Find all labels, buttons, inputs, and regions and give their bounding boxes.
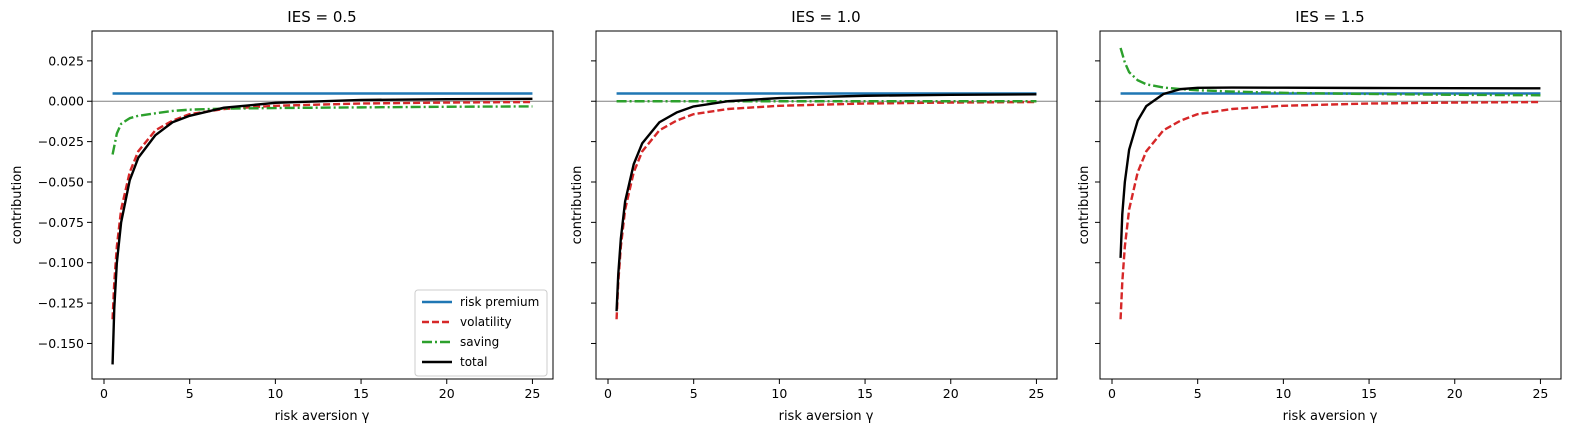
x-tick-label: 10 xyxy=(267,386,283,401)
series-line-total xyxy=(615,93,1037,312)
x-tick-label: 20 xyxy=(1447,386,1463,401)
y-tick-label: −0.075 xyxy=(38,215,84,230)
x-tick-label: 5 xyxy=(690,386,698,401)
y-tick-label: 0.025 xyxy=(48,53,84,68)
series-line-saving xyxy=(111,105,533,155)
x-tick-label: 15 xyxy=(353,386,369,401)
legend-label-saving: saving xyxy=(460,335,499,349)
x-tick-label: 25 xyxy=(1028,386,1044,401)
plot-area: 0 5 10 15 20 25 xyxy=(1095,30,1562,401)
x-tick-label: 5 xyxy=(1194,386,1202,401)
x-tick-label: 10 xyxy=(771,386,787,401)
plot-area: 0 5 10 15 20 25 −0.150 −0.125 −0.100 −0.075 −0.050… xyxy=(38,30,554,401)
panel-ies-1-5: IES = 1.5 risk aversion γ contribution xyxy=(1077,8,1378,424)
series-line-total xyxy=(1119,86,1541,258)
panel-title: IES = 0.5 xyxy=(287,8,356,26)
x-tick-label: 20 xyxy=(943,386,959,401)
legend-box xyxy=(414,289,548,377)
y-axis-label: contribution xyxy=(570,166,585,245)
series-line-volatility xyxy=(615,100,1037,320)
panel-ies-0-5: IES = 0.5 risk aversion γ contribution xyxy=(10,8,370,424)
panel-ies-1-0: IES = 1.0 risk aversion γ contribution xyxy=(570,8,874,424)
x-tick-label: 0 xyxy=(604,386,612,401)
panel-title: IES = 1.0 xyxy=(791,8,860,26)
x-tick-label: 15 xyxy=(857,386,873,401)
legend-label-volatility: volatility xyxy=(460,315,512,329)
x-tick-label: 25 xyxy=(524,386,540,401)
axes-frame xyxy=(91,30,554,380)
y-tick-label: −0.050 xyxy=(38,174,84,189)
y-tick-label: 0.000 xyxy=(48,94,84,109)
x-tick-label: 0 xyxy=(100,386,108,401)
legend-label-total: total xyxy=(460,355,487,369)
y-tick-label: −0.125 xyxy=(38,296,84,311)
x-tick-label: 15 xyxy=(1361,386,1377,401)
axes-frame xyxy=(1099,30,1562,380)
y-tick-label: −0.100 xyxy=(38,255,84,270)
x-tick-label: 0 xyxy=(1108,386,1116,401)
x-axis-label: risk aversion γ xyxy=(1283,409,1378,424)
legend-label-risk-premium: risk premium xyxy=(460,295,539,309)
y-axis-label: contribution xyxy=(1077,166,1092,245)
series-line-volatility xyxy=(1119,100,1541,320)
legend: risk premium volatility saving total xyxy=(414,289,548,377)
x-tick-label: 5 xyxy=(186,386,194,401)
x-axis-label: risk aversion γ xyxy=(779,409,874,424)
series-line-volatility xyxy=(111,100,533,320)
y-tick-label: −0.150 xyxy=(38,336,84,351)
axes-frame xyxy=(595,30,1058,380)
y-axis-label: contribution xyxy=(10,166,25,245)
x-axis-label: risk aversion γ xyxy=(275,409,370,424)
x-tick-label: 10 xyxy=(1275,386,1291,401)
series-line-total xyxy=(111,97,533,365)
plot-area: 0 5 10 15 20 25 xyxy=(591,30,1058,401)
panel-title: IES = 1.5 xyxy=(1295,8,1364,26)
x-tick-label: 25 xyxy=(1532,386,1548,401)
y-tick-label: −0.025 xyxy=(38,134,84,149)
x-tick-label: 20 xyxy=(439,386,455,401)
